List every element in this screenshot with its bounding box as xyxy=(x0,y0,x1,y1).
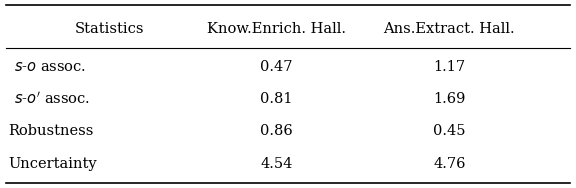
Text: 1.17: 1.17 xyxy=(433,60,465,74)
Text: 4.76: 4.76 xyxy=(433,157,465,171)
Text: Robustness: Robustness xyxy=(9,124,94,138)
Text: $s$-$o$ assoc.: $s$-$o$ assoc. xyxy=(14,60,86,74)
Text: $s$-$o'$ assoc.: $s$-$o'$ assoc. xyxy=(14,90,90,107)
Text: Uncertainty: Uncertainty xyxy=(9,157,97,171)
Text: 0.45: 0.45 xyxy=(433,124,465,138)
Text: Know.Enrich. Hall.: Know.Enrich. Hall. xyxy=(207,22,346,36)
Text: 0.86: 0.86 xyxy=(260,124,293,138)
Text: Ans.Extract. Hall.: Ans.Extract. Hall. xyxy=(384,22,515,36)
Text: Statistics: Statistics xyxy=(75,22,145,36)
Text: 1.69: 1.69 xyxy=(433,92,465,106)
Text: 4.54: 4.54 xyxy=(260,157,293,171)
Text: 0.47: 0.47 xyxy=(260,60,293,74)
Text: 0.81: 0.81 xyxy=(260,92,293,106)
